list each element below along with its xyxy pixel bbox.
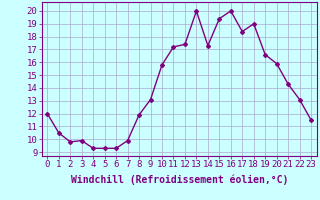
X-axis label: Windchill (Refroidissement éolien,°C): Windchill (Refroidissement éolien,°C)	[70, 175, 288, 185]
